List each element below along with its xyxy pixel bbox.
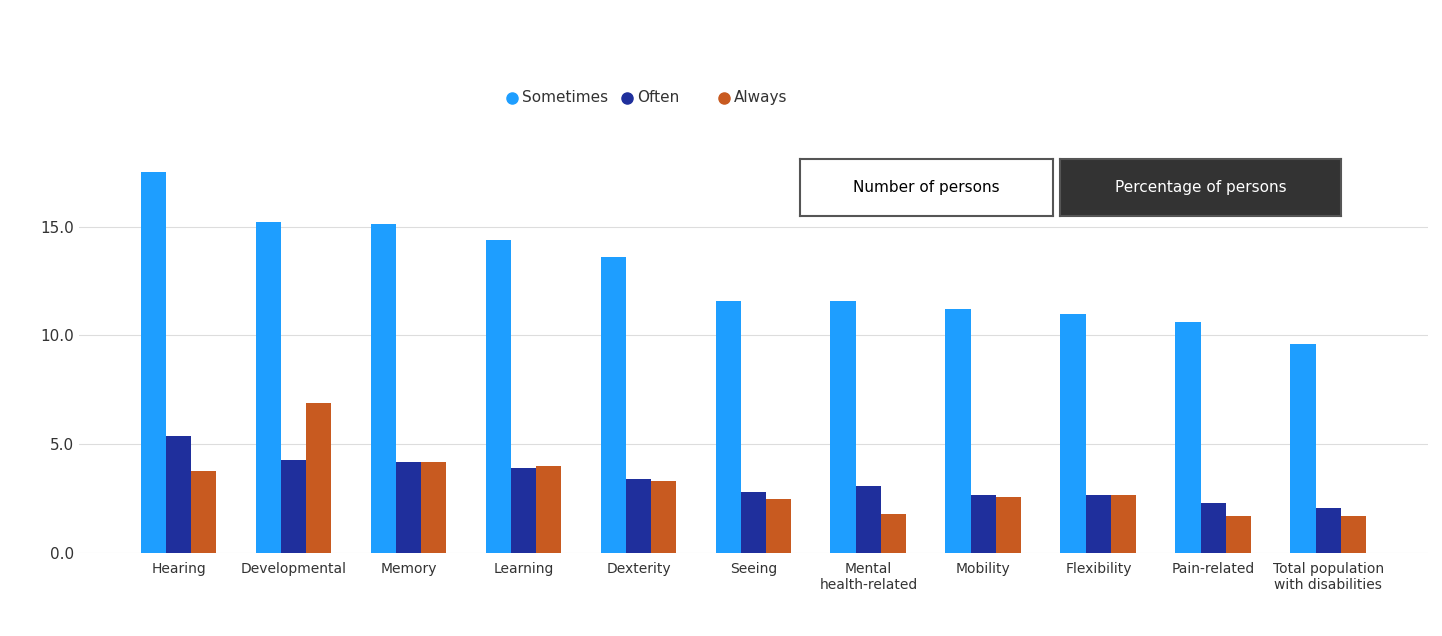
Text: Some demographic groups will not be displayed as the estimates are too
unreliabl: Some demographic groups will not be disp… [653,22,1167,52]
Bar [192,471,216,553]
Bar [1341,516,1367,553]
Bar [1110,495,1136,553]
Bar [1086,495,1110,553]
Text: Always: Always [734,90,787,105]
Text: Number of persons: Number of persons [854,180,999,195]
Bar [421,462,447,553]
Bar [536,466,561,553]
Bar [600,257,626,553]
Bar [1201,503,1226,553]
Bar [255,222,281,553]
Text: Barriers to accessibility by type of disability: Barriers to accessibility by type of dis… [14,27,410,46]
Text: Note:: Note: [598,29,642,44]
Bar [1315,508,1341,553]
Bar [510,468,536,553]
Text: Often: Often [637,90,679,105]
Bar [881,514,907,553]
Bar [855,486,881,553]
Bar [741,492,766,553]
Bar [1175,322,1201,553]
Bar [831,301,855,553]
Text: Sometimes: Sometimes [522,90,609,105]
Bar [141,172,166,553]
Bar [306,403,332,553]
Bar [1060,314,1086,553]
Bar [715,301,741,553]
Bar [766,499,792,553]
Bar [371,225,397,553]
Bar [486,240,510,553]
Bar [970,495,996,553]
Bar [652,481,676,553]
Bar [996,497,1021,553]
Bar [281,460,306,553]
Text: Percentage of persons: Percentage of persons [1115,180,1286,195]
Bar [626,480,652,553]
Bar [1291,344,1315,553]
Bar [397,462,421,553]
Bar [1226,516,1252,553]
Bar [946,309,970,553]
Bar [166,436,192,553]
